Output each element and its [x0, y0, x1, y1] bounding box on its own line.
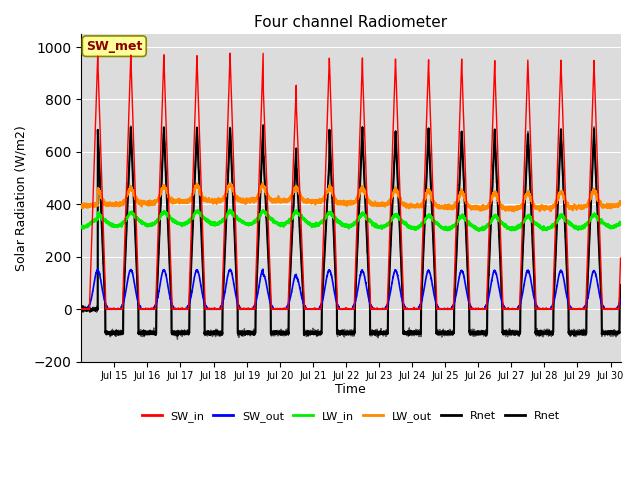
Title: Four channel Radiometer: Four channel Radiometer	[254, 15, 447, 30]
X-axis label: Time: Time	[335, 383, 366, 396]
Legend: SW_in, SW_out, LW_in, LW_out, Rnet, Rnet: SW_in, SW_out, LW_in, LW_out, Rnet, Rnet	[137, 407, 564, 426]
Y-axis label: Solar Radiation (W/m2): Solar Radiation (W/m2)	[15, 125, 28, 271]
Text: SW_met: SW_met	[86, 40, 143, 53]
